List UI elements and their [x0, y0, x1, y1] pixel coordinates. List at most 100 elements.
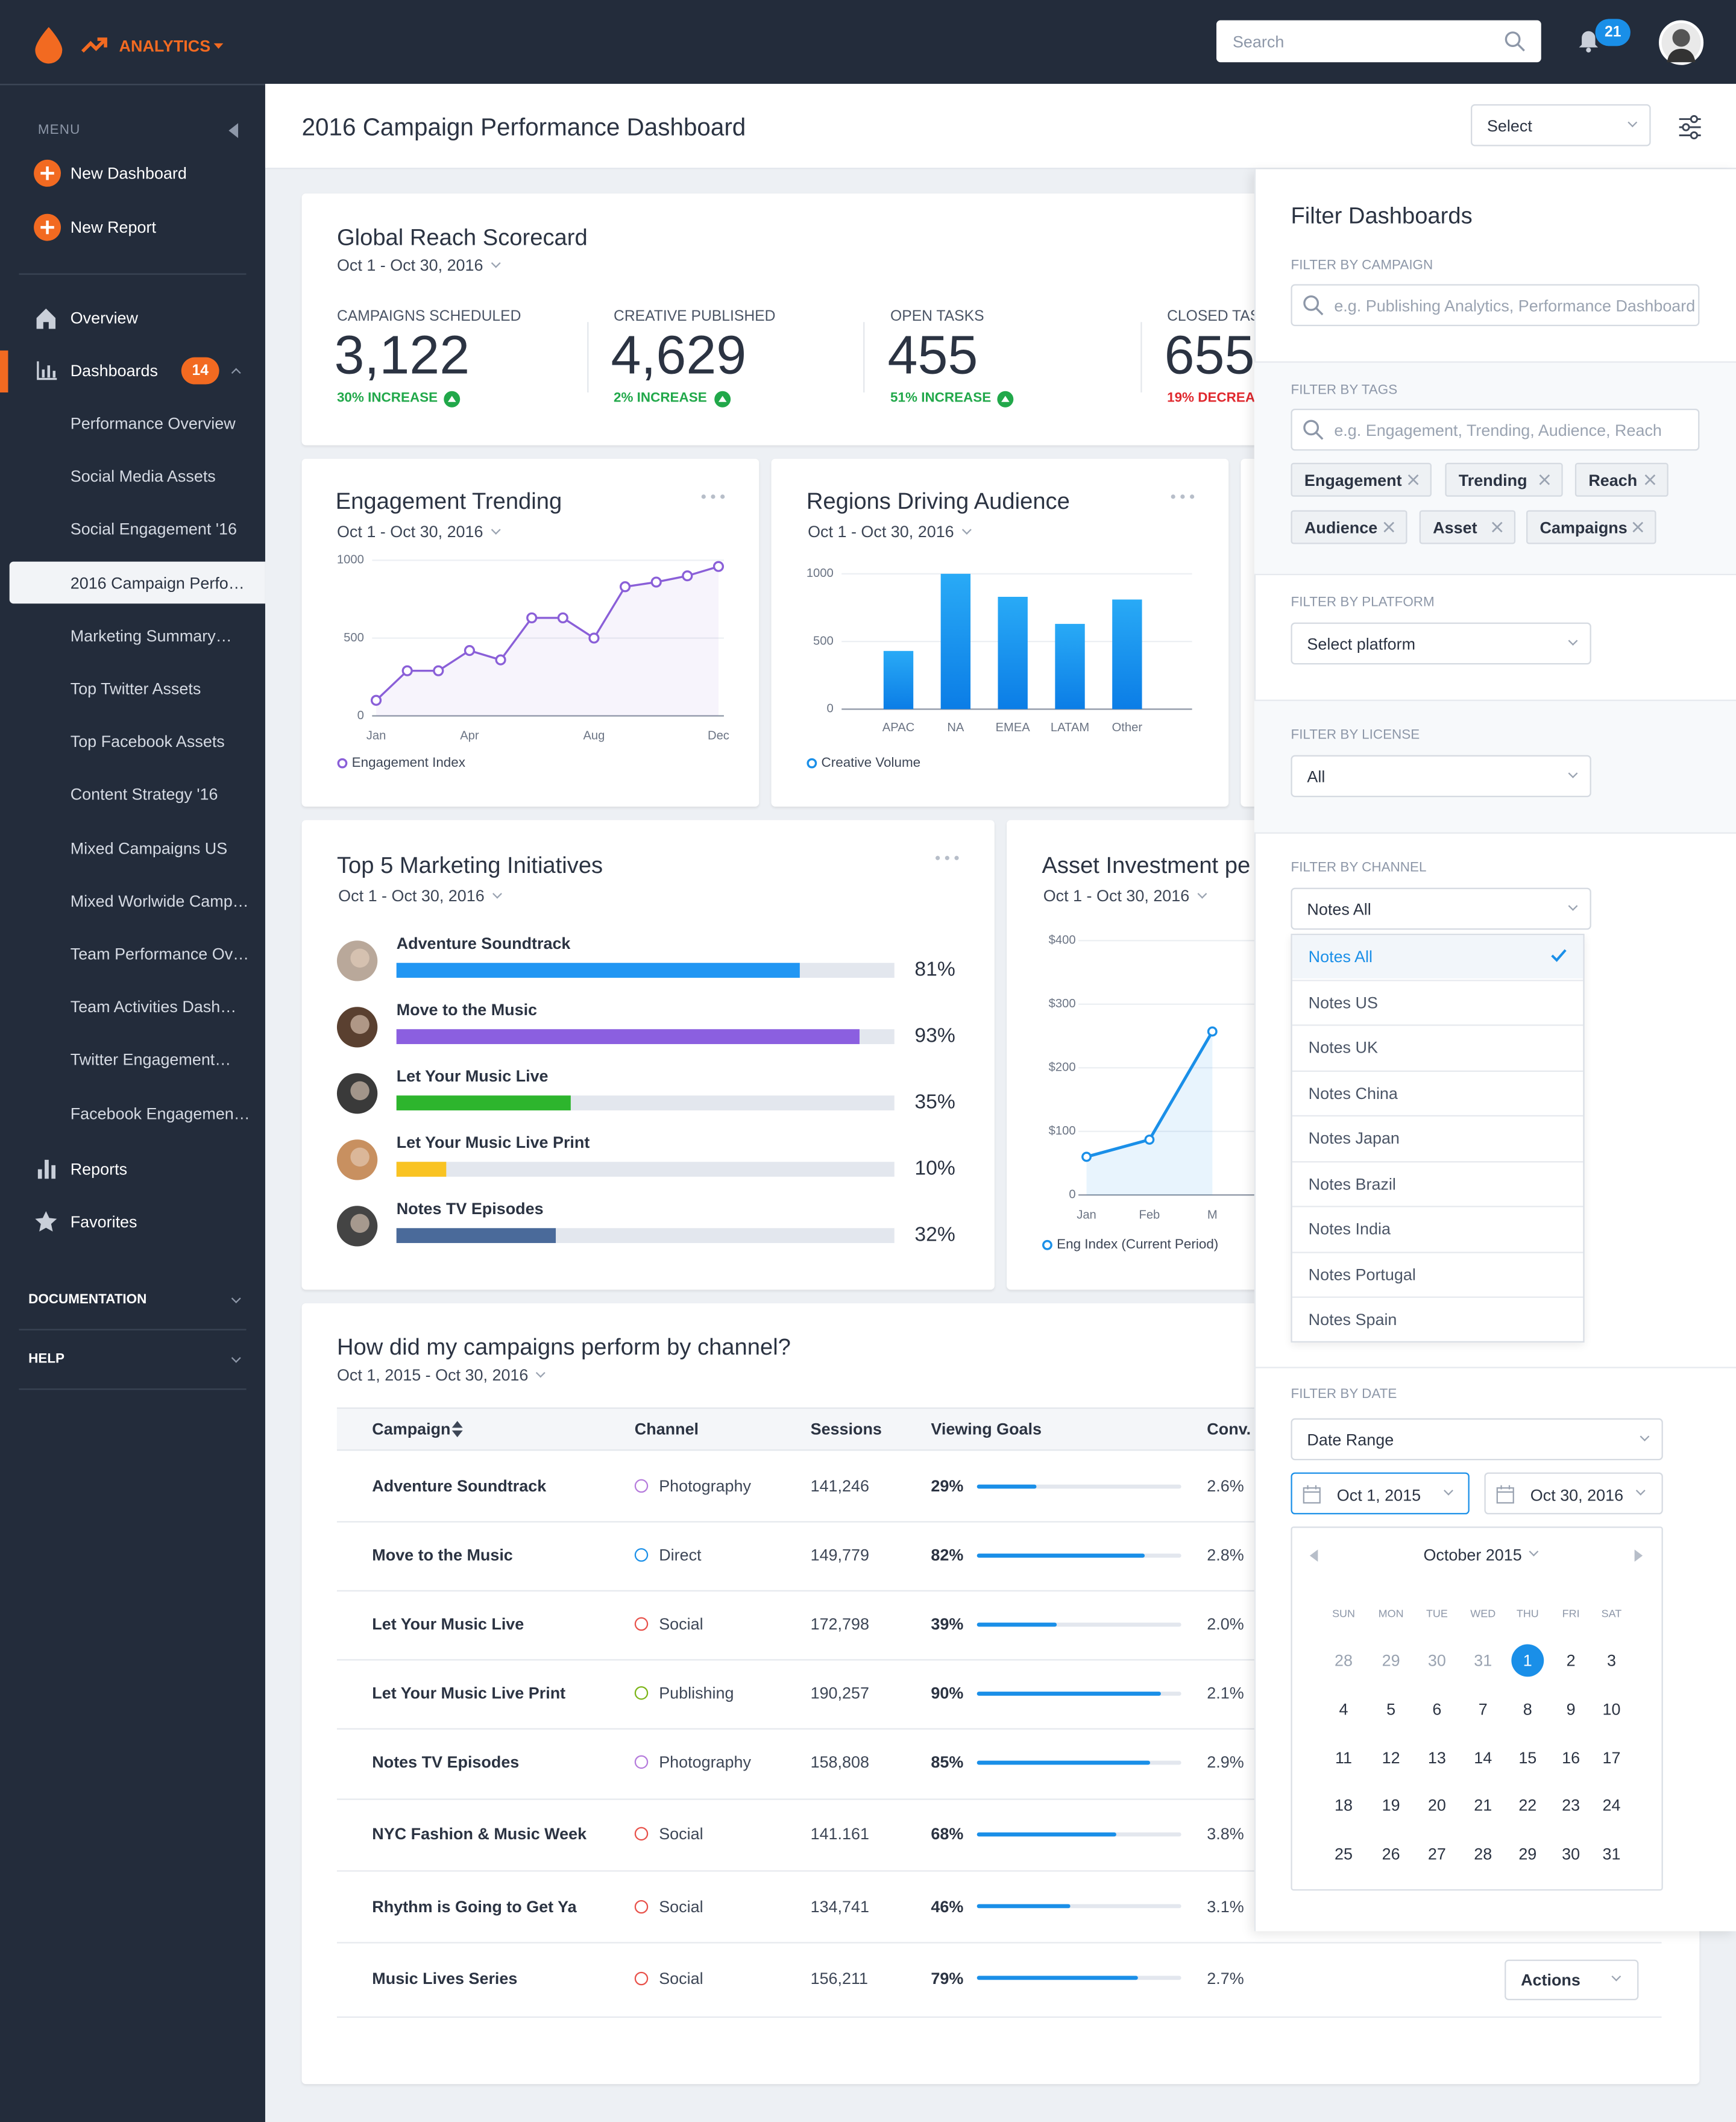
- tags-input[interactable]: [1291, 408, 1700, 451]
- x-tick-label: Feb: [1139, 1208, 1160, 1221]
- calendar-day[interactable]: 15: [1518, 1748, 1537, 1767]
- calendar-day[interactable]: 20: [1427, 1796, 1446, 1815]
- dashboard-link[interactable]: Top Facebook Assets: [70, 732, 225, 752]
- calendar-day[interactable]: 22: [1518, 1796, 1537, 1815]
- platform-select[interactable]: [1291, 622, 1591, 665]
- icon-shape: [945, 855, 949, 860]
- tag-chip[interactable]: [1574, 462, 1668, 497]
- calendar-day[interactable]: 31: [1602, 1844, 1621, 1864]
- tag-chip[interactable]: [1419, 510, 1516, 544]
- calendar-day[interactable]: 30: [1562, 1844, 1580, 1864]
- calendar-day[interactable]: 1: [1523, 1651, 1532, 1670]
- channel-option[interactable]: Notes US: [1308, 992, 1378, 1012]
- sidebar-section[interactable]: HELP: [28, 1352, 65, 1367]
- column-header[interactable]: Campaign: [372, 1419, 451, 1439]
- calendar-day[interactable]: 27: [1427, 1844, 1446, 1864]
- calendar-day[interactable]: 16: [1562, 1748, 1580, 1767]
- calendar-day[interactable]: 23: [1562, 1796, 1580, 1815]
- calendar-day[interactable]: 30: [1427, 1651, 1446, 1670]
- channel-option[interactable]: Notes India: [1308, 1219, 1391, 1239]
- calendar-day[interactable]: 21: [1474, 1796, 1492, 1815]
- calendar-month[interactable]: October 2015: [1423, 1545, 1522, 1565]
- brand[interactable]: ANALYTICS: [119, 36, 211, 56]
- tag-chip[interactable]: [1526, 510, 1656, 544]
- calendar-day[interactable]: 28: [1474, 1844, 1492, 1864]
- sort-icon: [451, 1421, 463, 1438]
- nav-item[interactable]: Favorites: [70, 1212, 137, 1232]
- calendar-day[interactable]: 29: [1518, 1844, 1537, 1864]
- calendar-day[interactable]: 13: [1427, 1748, 1446, 1767]
- date-to[interactable]: [1484, 1472, 1663, 1515]
- nav-item[interactable]: Overview: [70, 308, 138, 328]
- calendar-day[interactable]: 12: [1382, 1748, 1400, 1767]
- calendar-day[interactable]: 18: [1335, 1796, 1353, 1815]
- dashboard-link[interactable]: Mixed Worlwide Camp…: [70, 891, 249, 911]
- prev-month: [1309, 1549, 1318, 1562]
- dashboard-link[interactable]: Marketing Summary…: [70, 626, 232, 646]
- dashboard-link[interactable]: Facebook Engagemen…: [70, 1103, 250, 1123]
- calendar-day[interactable]: 7: [1478, 1699, 1488, 1719]
- dashboard-link[interactable]: Top Twitter Assets: [70, 679, 201, 699]
- cell-goal-label: 82%: [931, 1545, 964, 1565]
- calendar-day[interactable]: 28: [1335, 1651, 1353, 1670]
- calendar-day[interactable]: 8: [1523, 1699, 1532, 1719]
- nav-item[interactable]: Reports: [70, 1159, 128, 1179]
- goal-track: [976, 1904, 1181, 1909]
- calendar-day[interactable]: 4: [1339, 1699, 1348, 1719]
- sidebar-section[interactable]: DOCUMENTATION: [28, 1292, 147, 1308]
- dashboard-link[interactable]: Social Engagement '16: [70, 520, 237, 540]
- dashboard-link[interactable]: Team Activities Dash…: [70, 997, 237, 1017]
- search-box[interactable]: [1216, 20, 1541, 63]
- calendar-icon: [1303, 1485, 1321, 1504]
- select[interactable]: [1471, 104, 1651, 146]
- campaign-input[interactable]: [1291, 284, 1700, 327]
- icon-shape: [717, 395, 726, 402]
- dashboard-link[interactable]: Social Media Assets: [70, 467, 216, 486]
- icon-shape: [1667, 29, 1696, 63]
- point: [464, 645, 476, 656]
- dashboard-link[interactable]: 2016 Campaign Perfo…: [70, 573, 245, 593]
- date-from[interactable]: [1291, 1472, 1470, 1515]
- calendar-day[interactable]: 24: [1602, 1796, 1621, 1815]
- calendar-day[interactable]: 29: [1382, 1651, 1400, 1670]
- channel-option[interactable]: Notes Spain: [1308, 1310, 1397, 1329]
- calendar-day[interactable]: 19: [1382, 1796, 1400, 1815]
- nav-item[interactable]: Dashboards: [70, 361, 159, 380]
- channel-option[interactable]: Notes Portugal: [1308, 1264, 1416, 1284]
- sidebar-action[interactable]: New Report: [70, 217, 156, 236]
- calendar-day[interactable]: 10: [1602, 1699, 1621, 1719]
- dashboard-link[interactable]: Twitter Engagement…: [70, 1050, 231, 1070]
- icon-shape: [1407, 474, 1419, 485]
- channel-option[interactable]: Notes UK: [1308, 1037, 1378, 1057]
- dashboard-link[interactable]: Mixed Campaigns US: [70, 838, 228, 858]
- calendar-day[interactable]: 25: [1335, 1844, 1353, 1864]
- calendar-day[interactable]: 31: [1474, 1651, 1492, 1670]
- date-range-select[interactable]: [1291, 1418, 1663, 1461]
- calendar-day[interactable]: 11: [1335, 1748, 1353, 1767]
- metric-value: 655: [1164, 326, 1255, 386]
- actions-button[interactable]: [1505, 1959, 1639, 2000]
- channel-option[interactable]: Notes China: [1308, 1083, 1398, 1103]
- calendar-day[interactable]: 26: [1382, 1844, 1400, 1864]
- channel-option[interactable]: Notes Brazil: [1308, 1174, 1396, 1193]
- tag-chip[interactable]: [1445, 462, 1563, 497]
- notification-badge[interactable]: [1595, 19, 1631, 46]
- calendar-day[interactable]: 14: [1474, 1748, 1492, 1767]
- channel-option[interactable]: Notes All: [1308, 947, 1373, 966]
- calendar-day[interactable]: 5: [1386, 1699, 1396, 1719]
- license-select[interactable]: [1291, 755, 1591, 798]
- dashboard-link[interactable]: Team Performance Ov…: [70, 944, 250, 964]
- calendar-day[interactable]: 3: [1606, 1651, 1616, 1670]
- dashboard-link[interactable]: Performance Overview: [70, 414, 236, 433]
- channel-select[interactable]: [1291, 887, 1591, 930]
- sidebar-action[interactable]: New Dashboard: [70, 163, 187, 183]
- calendar-day[interactable]: 6: [1432, 1699, 1442, 1719]
- calendar-day[interactable]: 2: [1566, 1651, 1576, 1670]
- dashboard-link[interactable]: Content Strategy '16: [70, 785, 218, 805]
- calendar-day[interactable]: 9: [1566, 1699, 1576, 1719]
- weekday: SUN: [1332, 1607, 1355, 1620]
- icon-shape: [51, 1165, 56, 1179]
- tag-chip[interactable]: [1291, 462, 1432, 497]
- channel-option[interactable]: Notes Japan: [1308, 1129, 1400, 1148]
- calendar-day[interactable]: 17: [1602, 1748, 1621, 1767]
